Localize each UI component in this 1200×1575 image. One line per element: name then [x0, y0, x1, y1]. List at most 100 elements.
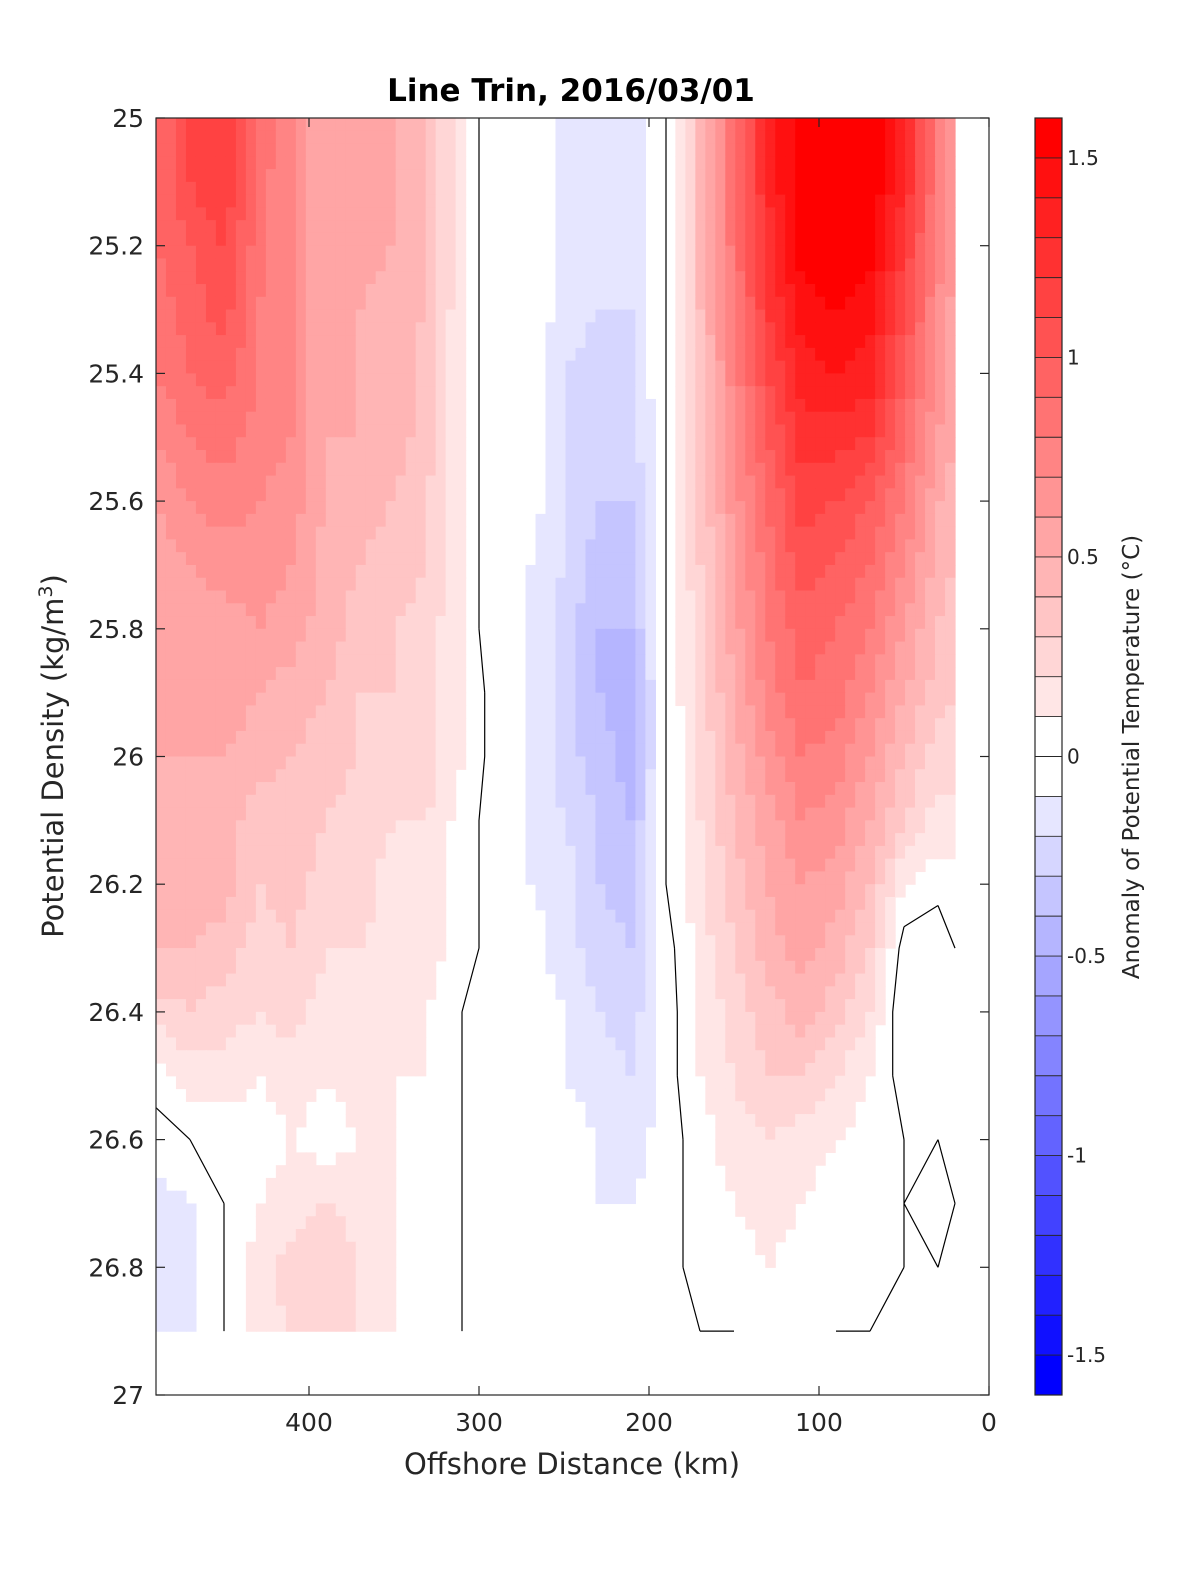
field-cell — [705, 1037, 716, 1051]
field-cell — [585, 309, 597, 323]
field-cell — [325, 156, 337, 170]
field-cell — [825, 667, 836, 681]
field-cell — [825, 181, 836, 196]
field-cell — [735, 424, 746, 438]
field-cell — [685, 130, 696, 145]
field-cell — [855, 884, 866, 898]
field-cell — [565, 782, 577, 796]
field-cell — [265, 245, 277, 260]
field-cell — [215, 769, 227, 783]
field-cell — [675, 603, 686, 617]
field-cell — [375, 807, 387, 821]
field-cell — [425, 411, 437, 426]
field-cell — [775, 679, 786, 694]
field-cell — [295, 258, 307, 272]
field-cell — [905, 296, 916, 311]
field-cell — [725, 411, 736, 426]
field-cell — [725, 1050, 736, 1064]
field-cell — [575, 258, 587, 272]
field-cell — [935, 526, 946, 541]
field-cell — [695, 973, 706, 987]
field-cell — [845, 450, 856, 464]
field-cell — [225, 271, 237, 285]
field-cell — [315, 526, 327, 541]
field-cell — [635, 960, 646, 975]
field-cell — [575, 271, 587, 285]
field-cell — [845, 960, 856, 975]
field-cell — [625, 450, 636, 464]
field-cell — [845, 1011, 856, 1026]
field-cell — [305, 437, 317, 451]
field-cell — [435, 743, 447, 758]
field-cell — [575, 973, 587, 987]
field-cell — [885, 871, 896, 885]
field-cell — [645, 692, 656, 707]
field-cell — [815, 833, 826, 847]
field-cell — [925, 207, 936, 221]
field-cell — [585, 667, 597, 681]
field-cell — [935, 296, 946, 311]
field-cell — [335, 1024, 347, 1039]
field-cell — [415, 258, 427, 272]
field-cell — [285, 194, 297, 208]
field-cell — [315, 871, 327, 885]
field-cell — [295, 948, 307, 962]
field-cell — [165, 245, 177, 260]
field-cell — [875, 564, 886, 579]
field-cell — [785, 922, 796, 936]
field-cell — [205, 871, 217, 885]
field-cell — [235, 654, 247, 668]
field-cell — [365, 118, 377, 132]
field-cell — [705, 194, 716, 208]
field-cell — [565, 169, 577, 183]
field-cell — [595, 935, 607, 949]
field-cell — [815, 564, 826, 579]
field-cell — [425, 756, 437, 770]
field-cell — [605, 590, 617, 604]
field-cell — [565, 922, 577, 936]
field-cell — [905, 628, 916, 643]
field-cell — [325, 794, 337, 809]
field-cell — [695, 220, 706, 234]
field-cell — [855, 896, 866, 911]
field-cell — [385, 922, 397, 936]
field-cell — [825, 896, 836, 911]
field-cell — [935, 194, 946, 208]
field-cell — [255, 526, 267, 541]
field-cell — [905, 450, 916, 464]
field-cell — [405, 1024, 417, 1039]
field-cell — [795, 1024, 806, 1039]
field-cell — [765, 922, 776, 936]
field-cell — [185, 909, 197, 924]
field-cell — [885, 501, 896, 515]
field-cell — [205, 437, 217, 451]
field-cell — [845, 935, 856, 949]
field-cell — [645, 858, 656, 873]
field-cell — [175, 1062, 187, 1077]
field-cell — [725, 807, 736, 821]
field-cell — [385, 871, 397, 885]
field-cell — [815, 973, 826, 987]
field-cell — [245, 552, 257, 566]
field-cell — [265, 667, 277, 681]
field-cell — [905, 488, 916, 502]
field-cell — [915, 590, 926, 604]
field-cell — [585, 858, 597, 873]
field-cell — [845, 973, 856, 987]
field-cell — [195, 986, 207, 1000]
field-cell — [795, 730, 806, 745]
field-cell — [925, 130, 936, 145]
field-cell — [235, 1050, 247, 1064]
field-cell — [795, 284, 806, 298]
field-cell — [315, 194, 327, 208]
field-cell — [795, 245, 806, 260]
field-cell — [235, 756, 247, 770]
field-cell — [705, 169, 716, 183]
field-cell — [395, 667, 407, 681]
field-cell — [335, 896, 347, 911]
field-cell — [185, 526, 197, 541]
field-cell — [565, 628, 577, 643]
field-cell — [445, 730, 457, 745]
field-cell — [625, 948, 636, 962]
field-cell — [585, 833, 597, 847]
